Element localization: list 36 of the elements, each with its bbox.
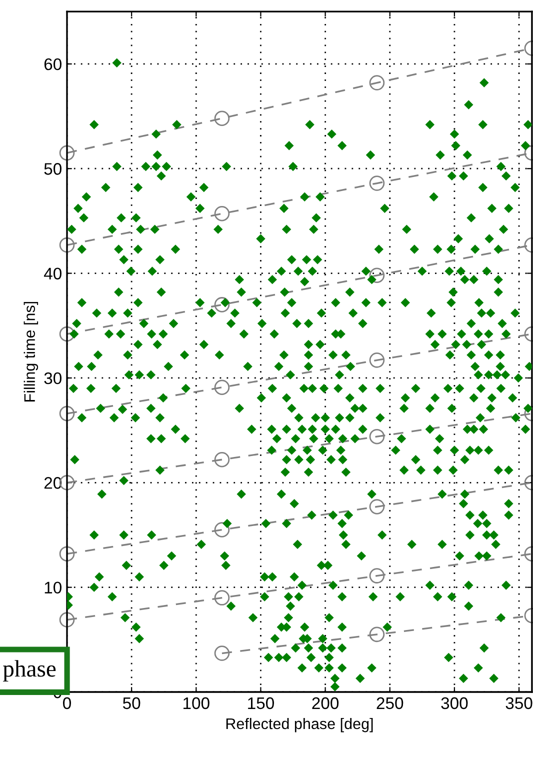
point — [369, 352, 385, 368]
point — [59, 145, 75, 161]
point — [214, 206, 230, 222]
point — [369, 176, 385, 191]
x-tick-label: 0 — [63, 697, 71, 710]
point — [369, 499, 385, 514]
point — [59, 326, 75, 342]
point — [59, 237, 75, 253]
x-tick-label: 250 — [376, 697, 404, 710]
point — [369, 428, 385, 444]
point — [369, 568, 385, 584]
y-tick-label: 30 — [44, 372, 62, 384]
x-tick-label: 350 — [506, 697, 532, 710]
y-tick-label: 40 — [44, 268, 62, 280]
y-tick-label: 60 — [44, 58, 62, 70]
point — [214, 522, 230, 538]
point — [59, 406, 75, 422]
point — [369, 75, 385, 90]
point — [214, 380, 230, 396]
point — [59, 612, 75, 628]
point — [214, 297, 230, 312]
x-tick-label: 300 — [441, 697, 468, 710]
point — [214, 452, 230, 468]
x-tick-label: 200 — [312, 697, 339, 710]
point — [369, 268, 385, 284]
text: phase — [3, 660, 56, 682]
x-tick-label: 100 — [184, 697, 210, 710]
point — [214, 110, 230, 126]
x-tick-label: 50 — [122, 697, 140, 710]
y-tick-label: 10 — [44, 582, 62, 594]
x-axis-title: Reflected phase [deg] — [226, 718, 373, 732]
y-axis-title: Filling time [ns] — [24, 302, 38, 402]
y-tick-label: 50 — [44, 163, 62, 175]
point — [59, 546, 75, 562]
point — [214, 590, 230, 606]
x-tick-label: 150 — [248, 697, 274, 710]
